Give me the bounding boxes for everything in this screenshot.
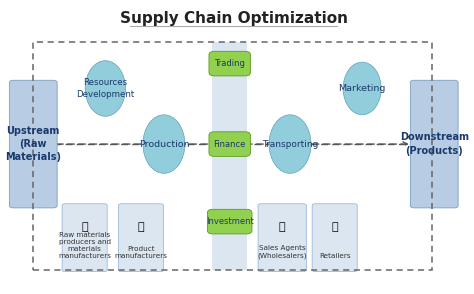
Text: Sales Agents
(Wholesalers): Sales Agents (Wholesalers) [257, 245, 307, 259]
Ellipse shape [269, 115, 311, 173]
Ellipse shape [85, 61, 126, 116]
Text: Transporting: Transporting [262, 140, 318, 148]
Ellipse shape [343, 62, 381, 115]
Text: Product
manufacturers: Product manufacturers [114, 246, 167, 259]
FancyBboxPatch shape [410, 80, 458, 208]
Text: Raw materials
producers and
materials
manufacturers: Raw materials producers and materials ma… [58, 232, 111, 259]
FancyBboxPatch shape [118, 204, 164, 272]
FancyBboxPatch shape [208, 209, 252, 234]
Text: 🏠: 🏠 [331, 223, 338, 233]
Text: Retailers: Retailers [319, 253, 350, 259]
Text: 🚛: 🚛 [137, 223, 144, 233]
Text: 📈: 📈 [279, 223, 285, 233]
FancyBboxPatch shape [209, 51, 250, 76]
FancyBboxPatch shape [62, 204, 107, 272]
FancyBboxPatch shape [312, 204, 357, 272]
Text: Downstream
(Products): Downstream (Products) [400, 133, 469, 156]
Text: Marketing: Marketing [338, 84, 386, 93]
Text: Finance: Finance [213, 140, 246, 148]
Text: Investment: Investment [206, 217, 254, 226]
FancyBboxPatch shape [212, 42, 247, 270]
FancyBboxPatch shape [209, 132, 250, 156]
Text: 🚛: 🚛 [82, 223, 88, 233]
FancyBboxPatch shape [258, 204, 306, 272]
FancyBboxPatch shape [9, 80, 57, 208]
Text: Supply Chain Optimization: Supply Chain Optimization [120, 11, 348, 26]
Text: Resources
Development: Resources Development [76, 78, 135, 98]
Ellipse shape [143, 115, 185, 173]
Text: Trading: Trading [214, 59, 245, 68]
Text: Upstream
(Raw
Materials): Upstream (Raw Materials) [5, 126, 61, 162]
Text: Production: Production [139, 140, 189, 148]
